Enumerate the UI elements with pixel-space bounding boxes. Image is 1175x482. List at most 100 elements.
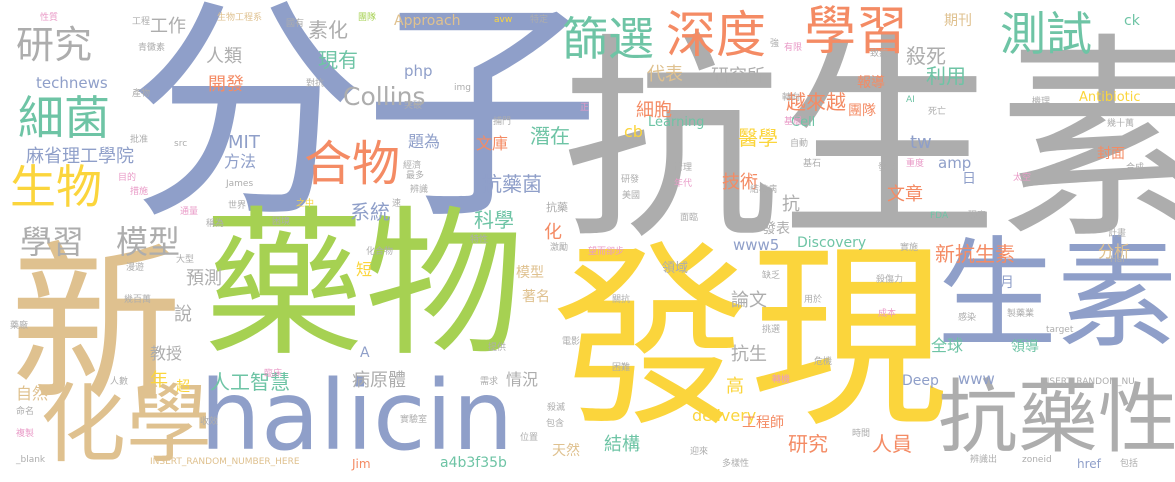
word-learning: 學習 bbox=[804, 2, 909, 62]
word-test: 測試 bbox=[1000, 7, 1092, 61]
word-use: 利用 bbox=[926, 64, 966, 88]
word-potential: 潛在 bbox=[530, 124, 570, 148]
word-mechanism: 機理 bbox=[1032, 97, 1051, 107]
word-new: 新 bbox=[10, 225, 182, 426]
word-drug: 藥物 bbox=[204, 191, 525, 378]
word-penicillin: 青黴素 bbox=[138, 43, 166, 53]
word-large: 大型 bbox=[176, 255, 195, 265]
word-grassroots: 基層 bbox=[784, 117, 803, 127]
word-laboratory: 實驗室 bbox=[400, 415, 428, 425]
word-lack: 缺乏 bbox=[762, 271, 781, 281]
word-development: 發展 bbox=[878, 163, 897, 173]
word-effect: 收效 bbox=[200, 417, 219, 427]
word-increasingly: 越來越 bbox=[786, 90, 846, 114]
word-engineer: 工程師 bbox=[742, 415, 784, 431]
word-engineering: 工程 bbox=[132, 17, 151, 27]
word-pharma-industry: 製藥業 bbox=[1007, 309, 1035, 319]
word-insert-random: INSERT_RANDOM_NUMBER_HERE bbox=[150, 457, 300, 467]
word-mit: MIT bbox=[228, 132, 260, 153]
word-pick: 挑選 bbox=[762, 325, 781, 335]
word-called: 稱為 bbox=[206, 219, 225, 229]
word-img: img bbox=[454, 83, 471, 93]
word-speed: 速 bbox=[392, 199, 402, 209]
word-antibiotic: 抗生素 bbox=[562, 16, 1175, 269]
word-limited: 有限 bbox=[784, 43, 803, 53]
word-short: 短 bbox=[356, 260, 373, 279]
word-halicin: halicin bbox=[200, 360, 514, 472]
word-src: src bbox=[174, 139, 188, 149]
word-chemical-compound: 化合物 bbox=[366, 247, 394, 257]
word-cb: cb bbox=[624, 122, 643, 141]
word-james: James bbox=[226, 179, 254, 189]
word-insert-random-short: INSERT_RANDOM_NU bbox=[1040, 377, 1135, 387]
word-face: 面臨 bbox=[680, 213, 699, 223]
word-collins: Collins bbox=[343, 82, 426, 111]
word-situation: 情況 bbox=[506, 370, 539, 389]
word-professor: 教授 bbox=[150, 344, 183, 363]
word-used-for: 用於 bbox=[804, 295, 823, 305]
word-usa: 美國 bbox=[622, 191, 641, 201]
word-super: 超 bbox=[176, 379, 190, 395]
word-gate: 捕門 bbox=[493, 117, 512, 127]
word-resistance: 抗藥性 bbox=[938, 371, 1175, 464]
word-model-small: 模型 bbox=[516, 265, 544, 281]
word-severe: 重度 bbox=[906, 159, 925, 169]
word-article: 文章 bbox=[887, 184, 923, 205]
word-plan: 計畫 bbox=[1108, 229, 1127, 239]
word-high: 高 bbox=[726, 376, 744, 397]
word-ck: ck bbox=[1124, 13, 1140, 29]
word-www5: www5 bbox=[733, 236, 780, 254]
word-report: 報導 bbox=[857, 75, 885, 91]
word-study: 學習 bbox=[20, 223, 85, 261]
word-represent: 代表 bbox=[647, 64, 683, 85]
word-approve: 批准 bbox=[130, 135, 149, 145]
word-develop: 開發 bbox=[208, 74, 244, 95]
word-position: 位置 bbox=[520, 433, 539, 443]
word-copy: 複製 bbox=[16, 429, 35, 439]
word-death: 死亡 bbox=[928, 107, 947, 117]
word-learning-en: Learning bbox=[648, 115, 705, 130]
word-strong: 強 bbox=[770, 39, 780, 49]
word-jim: Jim bbox=[352, 457, 371, 471]
word-dilemma: 困境 bbox=[272, 217, 291, 227]
word-target: target bbox=[1046, 325, 1074, 335]
word-anti: 抗 bbox=[782, 194, 800, 215]
word-discovery: 發現 bbox=[552, 223, 948, 454]
word-pathogen: 病原體 bbox=[352, 370, 406, 391]
word-antibiotic-en: Antibiotic bbox=[1079, 90, 1141, 105]
word-identified: 辨識出 bbox=[970, 455, 998, 465]
word-titled: 題為 bbox=[408, 132, 441, 151]
word-millions: 幾百萬 bbox=[124, 295, 152, 305]
word-cost: 成本 bbox=[878, 309, 897, 319]
word-a: A bbox=[360, 345, 370, 361]
word-number-people: 人數 bbox=[110, 377, 129, 387]
word-famous: 著名 bbox=[522, 289, 550, 305]
word-deep: Deep bbox=[902, 373, 939, 389]
word-flux: 通量 bbox=[180, 207, 199, 217]
word-depth: 深度 bbox=[666, 6, 766, 64]
word-resist: 抗藥 bbox=[546, 201, 568, 214]
word-research: 研究 bbox=[16, 23, 93, 67]
word-href: href bbox=[1077, 457, 1101, 471]
word-method: 方法 bbox=[224, 152, 257, 171]
word-analysis: 分析 bbox=[1098, 242, 1131, 261]
word-reality: 現實 bbox=[968, 211, 987, 221]
word-fda: FDA bbox=[930, 211, 949, 221]
word-naming: 命名 bbox=[16, 407, 35, 417]
word-personnel: 人員 bbox=[872, 432, 912, 456]
word-ai-short: AI bbox=[906, 95, 915, 105]
word-lead: 領導 bbox=[1011, 339, 1039, 355]
word-clinical: 臨床 bbox=[264, 369, 283, 379]
word-product: 產物 bbox=[132, 89, 151, 99]
word-science: 科學 bbox=[474, 208, 514, 232]
word-team-small: 團隊 bbox=[358, 13, 377, 23]
word-most: 最多 bbox=[406, 171, 425, 181]
word-time: 時間 bbox=[852, 429, 871, 439]
word-combat: 對抗 bbox=[306, 79, 325, 89]
word-avw: avw bbox=[494, 15, 513, 25]
word-provide: 提供 bbox=[488, 343, 507, 353]
word-structure: 結構 bbox=[604, 434, 640, 455]
word-publish: 發表 bbox=[762, 221, 790, 237]
word-blank: _blank bbox=[16, 455, 46, 465]
word-human: 人類 bbox=[206, 46, 242, 67]
